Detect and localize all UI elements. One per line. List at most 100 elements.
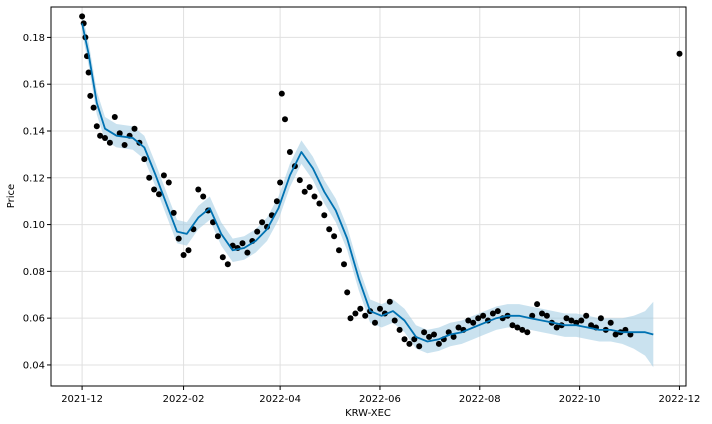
observed-point: [406, 340, 413, 347]
observed-point: [239, 240, 246, 247]
x-tick-label: 2022-10: [559, 394, 601, 405]
observed-point: [372, 319, 378, 326]
observed-point: [131, 125, 138, 132]
observed-point: [597, 315, 604, 322]
observed-point: [416, 343, 423, 350]
observed-point: [494, 308, 501, 315]
observed-point: [175, 235, 182, 242]
y-tick-label: 0.06: [23, 314, 45, 325]
observed-point: [151, 186, 158, 193]
observed-point: [553, 324, 560, 331]
observed-point: [362, 312, 369, 319]
observed-point: [200, 193, 207, 200]
observed-point: [509, 322, 516, 329]
observed-point: [336, 247, 342, 254]
observed-point: [588, 322, 595, 329]
observed-point: [401, 336, 408, 343]
observed-point: [514, 324, 521, 331]
observed-point: [87, 92, 94, 99]
observed-point: [106, 139, 113, 146]
observed-point: [141, 156, 148, 163]
y-tick-label: 0.12: [23, 173, 45, 184]
observed-point: [386, 298, 393, 305]
observed-point: [316, 200, 323, 207]
observed-point: [160, 172, 167, 179]
plot-frame: [50, 6, 687, 387]
observed-point: [377, 305, 383, 312]
observed-point: [573, 319, 580, 326]
observed-point: [278, 90, 285, 97]
observed-point: [539, 310, 545, 317]
observed-point: [344, 289, 351, 296]
observed-point: [296, 177, 303, 184]
observed-point: [347, 315, 354, 322]
observed-point: [301, 188, 308, 195]
observed-point: [583, 312, 590, 319]
observed-point: [111, 114, 118, 120]
observed-point: [80, 20, 87, 27]
observed-point: [102, 135, 108, 141]
forecast-line-group: [81, 23, 654, 343]
observed-point: [195, 186, 202, 193]
uncertainty-band: [82, 14, 654, 368]
observed-point: [180, 252, 187, 258]
observed-point: [165, 179, 172, 186]
observed-point: [311, 193, 318, 200]
observed-point: [529, 312, 536, 319]
x-tick-label: 2022-08: [459, 394, 501, 405]
observed-point: [435, 340, 442, 347]
observed-point: [524, 329, 531, 336]
observed-point: [214, 233, 221, 240]
observed-point: [185, 247, 192, 254]
observed-point: [121, 142, 128, 148]
y-tick-label: 0.04: [23, 360, 45, 371]
x-axis-label: KRW-XEC: [345, 408, 391, 419]
observed-point: [475, 315, 482, 322]
observed-point: [607, 319, 614, 326]
observed-point: [391, 317, 398, 324]
observed-point: [352, 310, 359, 317]
y-axis-ticks: 0.04 0.06 0.08 0.10 0.12 0.14 0.16 0.18: [23, 33, 51, 371]
observed-point: [431, 331, 437, 338]
observed-point: [421, 329, 428, 336]
observed-point: [93, 123, 100, 130]
observed-point: [321, 212, 328, 219]
observed-point: [563, 315, 570, 322]
observed-point: [85, 69, 92, 76]
observed-point: [170, 209, 177, 216]
observed-point: [396, 326, 403, 333]
observed-point: [519, 326, 526, 333]
uncertainty-band-area: [82, 14, 654, 368]
observed-point: [286, 149, 293, 155]
observed-point: [676, 50, 683, 57]
observed-point: [277, 179, 284, 186]
observed-point: [341, 261, 347, 268]
observed-point: [543, 312, 550, 319]
observed-point: [357, 305, 364, 312]
observed-point: [568, 317, 575, 324]
observed-point: [331, 233, 338, 240]
x-axis-ticks: 2021-12 2022-02 2022-04 2022-06 2022-08 2022-…: [61, 386, 700, 405]
observed-point: [146, 174, 153, 181]
observed-point: [79, 13, 86, 20]
observed-point: [116, 130, 123, 137]
observed-point: [259, 219, 266, 226]
observed-point: [480, 312, 487, 319]
y-tick-label: 0.10: [23, 220, 45, 231]
x-tick-label: 2021-12: [61, 394, 103, 405]
x-tick-label: 2022-06: [359, 394, 401, 405]
observed-point: [465, 317, 472, 324]
y-axis-label: Price: [6, 184, 17, 208]
observed-points: [79, 13, 683, 350]
y-tick-label: 0.08: [23, 267, 45, 278]
observed-point: [306, 184, 313, 191]
observed-point: [534, 301, 541, 308]
observed-point: [450, 333, 457, 340]
y-tick-label: 0.16: [23, 80, 45, 91]
observed-point: [282, 116, 288, 123]
observed-point: [156, 191, 162, 198]
observed-point: [90, 104, 97, 111]
x-tick-label: 2022-12: [659, 394, 701, 405]
